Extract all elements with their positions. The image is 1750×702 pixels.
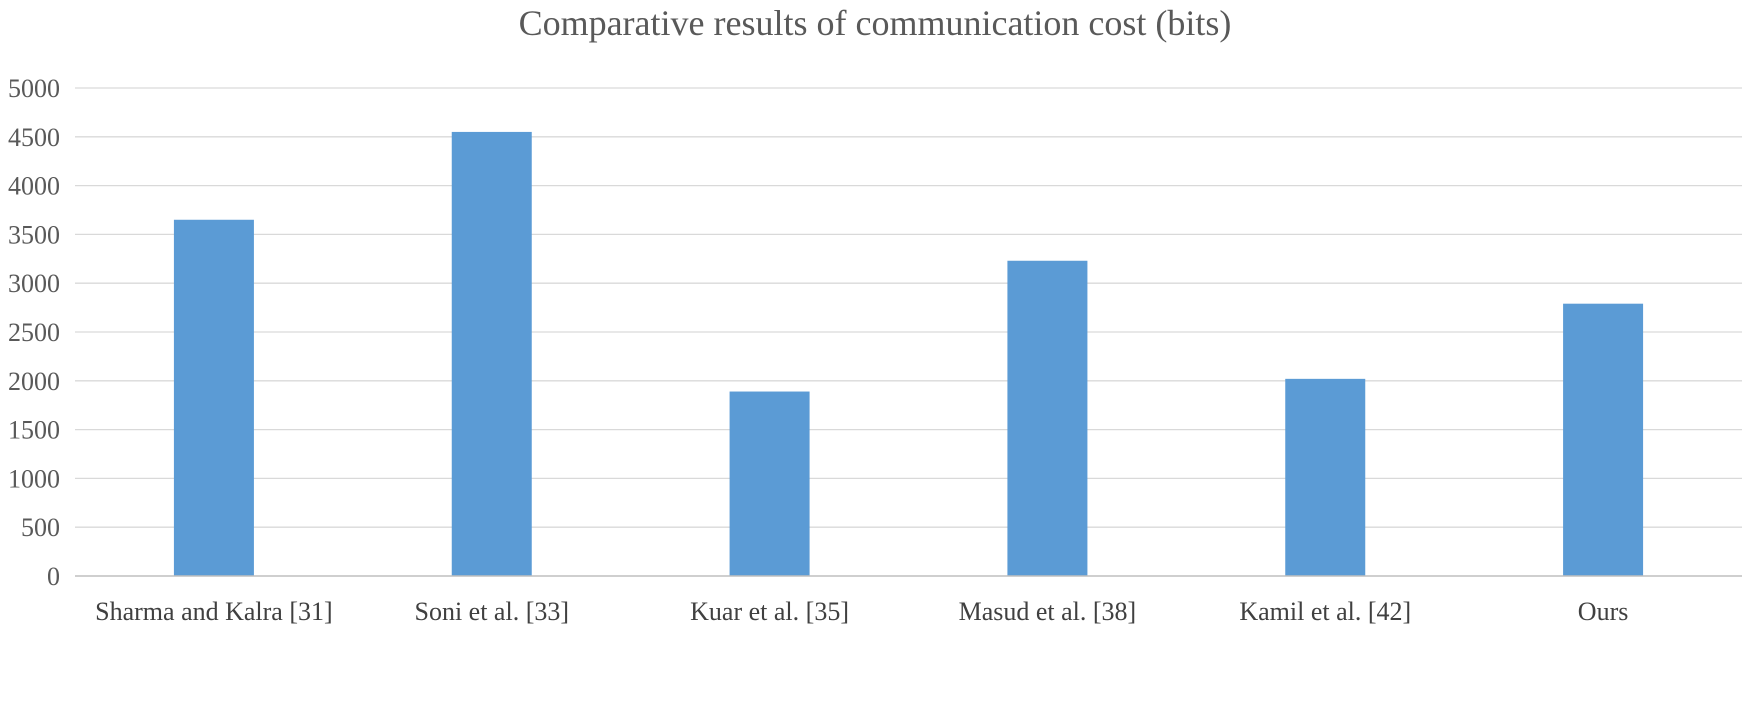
y-tick-label: 2000 xyxy=(8,367,60,396)
y-tick-label: 3000 xyxy=(8,269,60,298)
bar-1 xyxy=(173,219,254,576)
gridlines xyxy=(75,87,1742,528)
y-tick-label: 2500 xyxy=(8,318,60,347)
x-category-label: Kuar et al. [35] xyxy=(690,597,849,626)
x-axis-category-labels: Sharma and Kalra [31] Soni et al. [33] Kua… xyxy=(95,597,1628,626)
x-category-label: Ours xyxy=(1578,597,1629,626)
y-tick-label: 0 xyxy=(47,562,60,591)
y-tick-label: 1000 xyxy=(8,464,60,493)
bars xyxy=(173,131,1644,577)
y-tick-label: 500 xyxy=(21,513,60,542)
y-tick-label: 4500 xyxy=(8,123,60,152)
y-tick-label: 4000 xyxy=(8,172,60,201)
bar-5 xyxy=(1285,378,1366,576)
bar-3 xyxy=(729,391,810,576)
x-category-label: Soni et al. [33] xyxy=(414,597,569,626)
y-tick-label: 5000 xyxy=(8,74,60,103)
chart-title: Comparative results of communication cos… xyxy=(518,3,1232,43)
x-category-label: Kamil et al. [42] xyxy=(1239,597,1411,626)
bar-4 xyxy=(1007,260,1088,576)
x-category-label: Sharma and Kalra [31] xyxy=(95,597,333,626)
y-tick-label: 1500 xyxy=(8,416,60,445)
bar-6 xyxy=(1563,303,1644,576)
x-category-label: Masud et al. [38] xyxy=(959,597,1137,626)
y-tick-label: 3500 xyxy=(8,220,60,249)
y-axis-tick-labels: 0 500 1000 1500 2000 2500 3000 3500 4000 4500 5000 xyxy=(8,74,60,591)
bar-2 xyxy=(451,131,532,577)
